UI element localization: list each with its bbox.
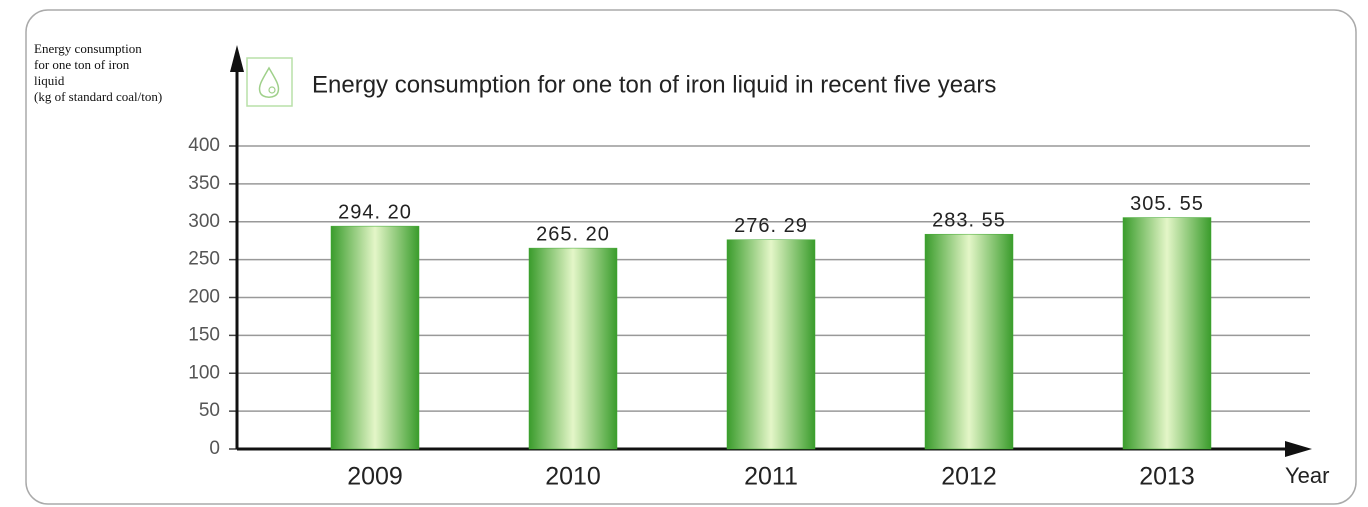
data-label: 283. 55 [932, 209, 1006, 231]
y-axis-label: for one ton of iron [34, 57, 130, 72]
y-tick-label: 300 [188, 211, 220, 232]
data-label: 265. 20 [536, 223, 610, 245]
y-tick-label: 50 [199, 400, 220, 421]
x-tick-label: 2013 [1139, 463, 1195, 491]
y-tick-label: 250 [188, 249, 220, 270]
x-axis-arrow [1285, 441, 1312, 457]
y-axis-label: Energy consumption [34, 41, 142, 56]
y-axis-label: liquid [34, 73, 65, 88]
x-tick-label: 2012 [941, 463, 997, 491]
bar [1122, 217, 1212, 450]
bar [726, 239, 816, 450]
x-tick-label: 2011 [744, 463, 798, 491]
y-axis-label: (kg of standard coal/ton) [34, 89, 162, 104]
data-label: 294. 20 [338, 201, 412, 223]
data-label: 305. 55 [1130, 193, 1204, 215]
y-axis-arrow [230, 45, 244, 72]
bar [528, 247, 618, 450]
x-tick-label: 2009 [347, 463, 403, 491]
y-tick-label: 400 [188, 135, 220, 156]
chart-title: Energy consumption for one ton of iron l… [312, 71, 996, 98]
y-tick-label: 150 [188, 324, 220, 345]
bar [330, 225, 420, 450]
frame [25, 9, 1357, 505]
data-label: 276. 29 [734, 215, 808, 237]
x-axis-label: Year [1285, 463, 1329, 488]
y-tick-label: 200 [188, 287, 220, 308]
y-tick-label: 100 [188, 362, 220, 383]
icon [246, 57, 293, 107]
x-tick-label: 2010 [545, 463, 601, 491]
y-tick-label: 350 [188, 173, 220, 194]
bar [924, 233, 1014, 450]
y-tick-label: 0 [209, 438, 220, 459]
